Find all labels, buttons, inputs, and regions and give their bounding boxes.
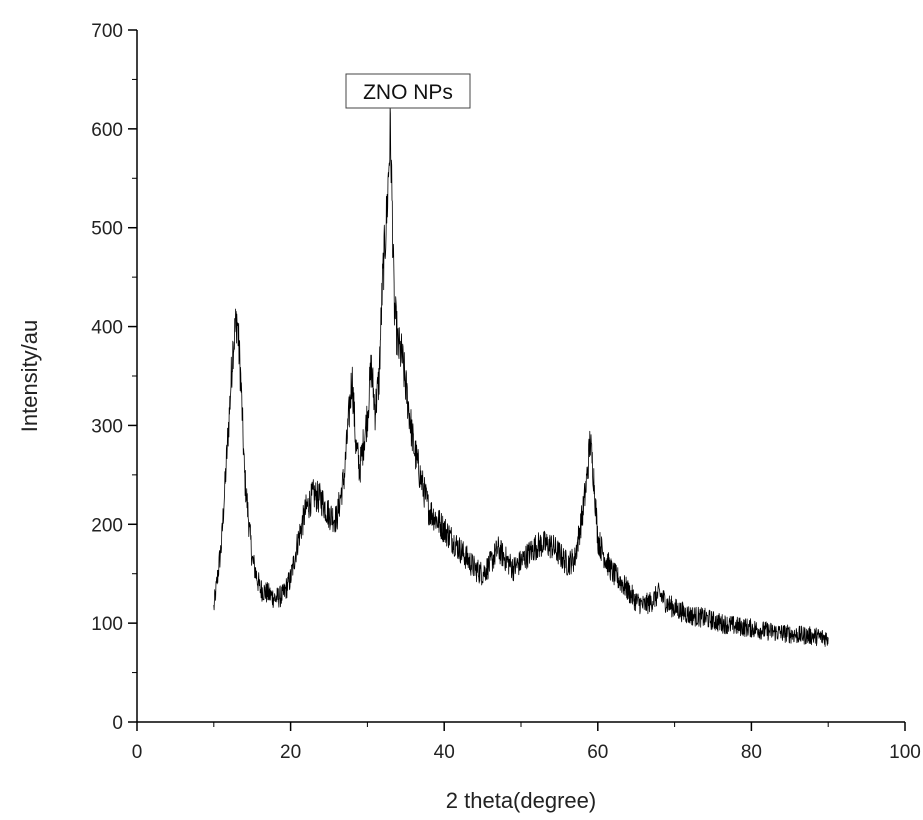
x-tick-label: 100 [889,742,921,763]
x-tick-label: 40 [434,742,455,763]
y-ticks: 0 100 200 300 400 500 600 700 [91,21,137,734]
y-axis: 0 100 200 300 400 500 600 700 [91,21,138,734]
x-ticks: 0 20 40 60 80 100 [132,722,921,763]
x-tick-label: 20 [280,742,301,763]
y-tick-label: 100 [91,614,123,635]
y-tick-label: 700 [91,21,123,42]
y-tick-label: 500 [91,219,123,240]
y-axis-title: Intensity/au [17,320,42,433]
x-tick-label: 60 [587,742,608,763]
legend-box [345,73,471,109]
y-tick-label: 200 [91,515,123,536]
x-tick-label: 0 [132,742,143,763]
legend-entry: ZNO NPs [363,81,453,104]
y-tick-label: 400 [91,318,123,339]
legend: ZNO NPs [345,73,471,109]
series-layer [213,105,829,647]
series-line-0 [213,105,829,647]
x-axis: 0 20 40 60 80 100 [132,721,921,763]
x-tick-label: 80 [741,742,762,763]
y-tick-label: 600 [91,120,123,141]
y-tick-label: 300 [91,416,123,437]
y-tick-label: 0 [112,713,123,734]
x-axis-title: 2 theta(degree) [446,788,596,813]
